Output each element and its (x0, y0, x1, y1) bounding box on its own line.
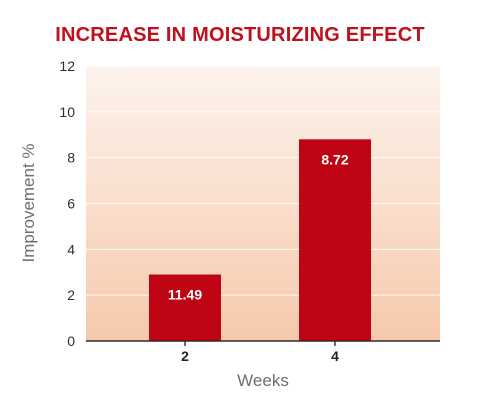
y-axis-title: Improvement % (19, 143, 38, 262)
bar-data-label: 11.49 (168, 287, 202, 303)
bar-data-label: 8.72 (321, 151, 348, 167)
chart-title: INCREASE IN MOISTURIZING EFFECT (55, 24, 425, 46)
bars: 11.49 8.72 (149, 139, 371, 341)
y-tick-label: 2 (67, 287, 75, 303)
grid-lines (86, 65, 440, 296)
bar-week-2 (149, 274, 221, 341)
bar-week-4 (299, 139, 371, 341)
y-tick-label: 0 (67, 333, 75, 349)
y-tick-label: 8 (67, 150, 75, 166)
y-tick-label: 6 (67, 196, 75, 212)
y-tick-label: 12 (59, 58, 75, 74)
x-tick-label: 4 (331, 348, 339, 364)
y-tick-label: 10 (59, 104, 75, 120)
y-tick-label: 4 (67, 241, 75, 257)
x-axis-title: Weeks (237, 371, 289, 390)
y-tick-labels: 0 2 4 6 8 10 12 (59, 58, 75, 349)
x-tick-label: 2 (181, 348, 189, 364)
